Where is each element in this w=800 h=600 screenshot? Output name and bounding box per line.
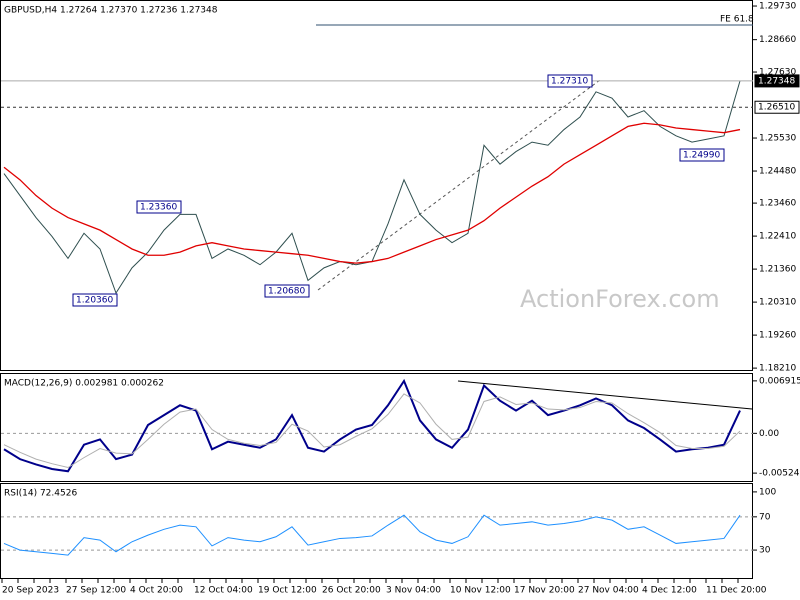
annotation-box: [136, 200, 182, 214]
x-tick-label: 10 Nov 12:00: [450, 586, 511, 596]
annotation-box: [72, 293, 118, 307]
panel-title: MACD(12,26,9) 0.002981 0.000262: [4, 379, 164, 389]
watermark: ActionForex.com: [520, 285, 720, 313]
x-tick-label: 12 Oct 04:00: [194, 586, 253, 596]
x-tick-label: 11 Dec 20:00: [706, 586, 767, 596]
series-line: [3, 514, 741, 556]
y-tick-label: 1.18210: [759, 364, 796, 374]
price-label-box: [754, 74, 800, 88]
annotation: 1.27310: [551, 77, 588, 87]
y-tick-label: 100: [759, 487, 776, 497]
price-label: 1.27348: [758, 76, 795, 86]
x-tick-label: 4 Oct 20:00: [130, 586, 183, 596]
y-tick-label: 30: [759, 546, 771, 556]
y-tick-label: 1.21360: [759, 265, 796, 275]
annotation: 1.24990: [683, 151, 720, 161]
y-tick-label: 1.25530: [759, 134, 796, 144]
price-label-box: [754, 100, 800, 114]
x-tick-label: 26 Oct 20:00: [322, 586, 381, 596]
y-tick-label: 1.29730: [759, 2, 796, 12]
y-tick-label: 70: [759, 512, 771, 522]
x-tick-label: 20 Sep 2023: [2, 586, 59, 596]
y-tick-label: 1.27630: [759, 68, 796, 78]
y-tick-label: 0.006915: [759, 376, 800, 386]
x-tick-label: 17 Nov 20:00: [514, 586, 575, 596]
panel-title: GBPUSD,H4 1.27264 1.27370 1.27236 1.2734…: [4, 6, 218, 16]
x-tick-label: 27 Nov 04:00: [578, 586, 639, 596]
y-tick-label: 1.19260: [759, 331, 796, 341]
rsi-panel: [0, 483, 753, 579]
macd-panel: [0, 373, 753, 482]
annotation-box: [679, 148, 725, 162]
annotation: 1.20680: [268, 287, 305, 297]
y-tick-label: 1.24480: [759, 167, 796, 177]
y-tick-label: 1.20310: [759, 298, 796, 308]
annotation-box: [547, 74, 593, 88]
series-line: [3, 378, 741, 473]
series-line: [3, 122, 741, 264]
panel-title: RSI(14) 72.4526: [4, 489, 77, 499]
y-tick-label: 0.00: [759, 429, 779, 439]
macd-trend-line: [457, 380, 753, 410]
annotation: 1.20360: [76, 296, 113, 306]
y-tick-label: 1.28660: [759, 35, 796, 45]
annotation: 1.23360: [140, 203, 177, 213]
x-tick-label: 3 Nov 04:00: [386, 586, 441, 596]
x-tick-label: 27 Sep 12:00: [66, 586, 126, 596]
price-panel: [0, 0, 753, 371]
fe-label: FE 61.8: [720, 14, 754, 24]
x-tick-label: 19 Oct 12:00: [258, 586, 317, 596]
trend-line: [317, 79, 601, 291]
y-tick-label: 1.22410: [759, 232, 796, 242]
y-tick-label: 1.23460: [759, 199, 796, 209]
x-tick-label: 4 Dec 12:00: [642, 586, 697, 596]
y-tick-label: -0.005241: [759, 469, 800, 479]
series-line: [3, 393, 741, 469]
price-label: 1.26510: [758, 103, 795, 113]
annotation-box: [264, 284, 310, 298]
